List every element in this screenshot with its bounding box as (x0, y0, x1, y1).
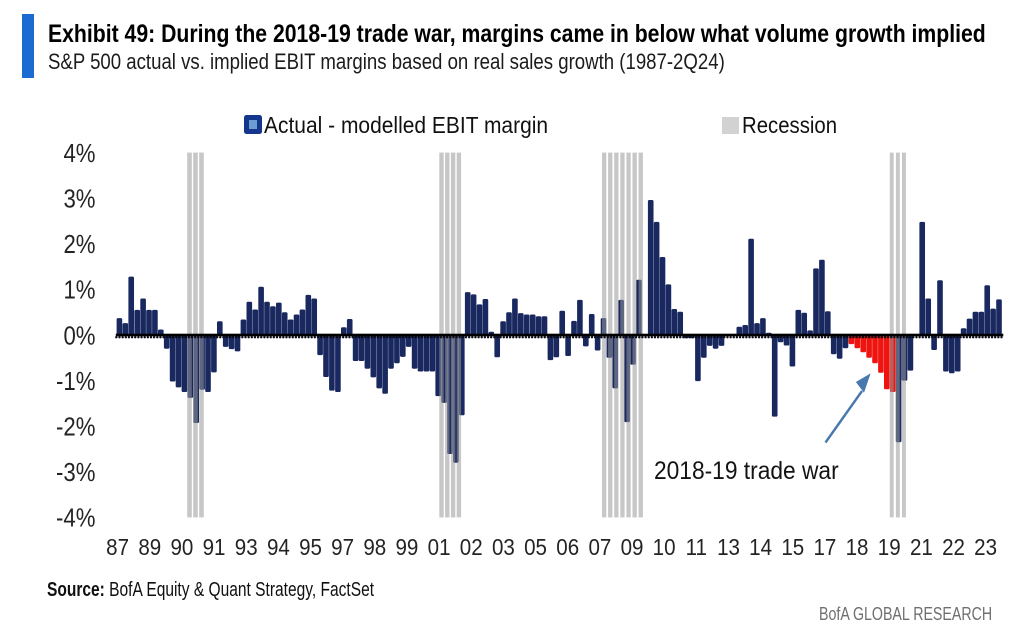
svg-text:17: 17 (813, 534, 836, 561)
svg-text:21: 21 (910, 534, 933, 561)
svg-text:06: 06 (556, 534, 579, 561)
svg-text:93: 93 (235, 534, 258, 561)
svg-text:4%: 4% (63, 139, 95, 168)
svg-text:97: 97 (331, 534, 354, 561)
svg-text:-1%: -1% (56, 367, 95, 396)
svg-text:-3%: -3% (56, 459, 95, 488)
svg-text:09: 09 (621, 534, 644, 561)
svg-text:14: 14 (749, 534, 772, 561)
svg-text:10: 10 (653, 534, 676, 561)
svg-text:-4%: -4% (56, 504, 95, 533)
svg-text:23: 23 (974, 534, 997, 561)
svg-text:11: 11 (686, 534, 707, 561)
svg-text:15: 15 (781, 534, 804, 561)
svg-text:89: 89 (138, 534, 161, 561)
svg-text:94: 94 (267, 534, 290, 561)
svg-text:02: 02 (460, 534, 483, 561)
svg-text:07: 07 (588, 534, 611, 561)
svg-text:95: 95 (299, 534, 322, 561)
svg-text:13: 13 (717, 534, 740, 561)
svg-text:05: 05 (524, 534, 547, 561)
svg-text:91: 91 (203, 534, 226, 561)
svg-text:2%: 2% (63, 231, 95, 260)
svg-text:18: 18 (846, 534, 869, 561)
svg-text:22: 22 (942, 534, 965, 561)
svg-text:99: 99 (395, 534, 418, 561)
svg-text:-2%: -2% (56, 413, 95, 442)
svg-text:03: 03 (492, 534, 515, 561)
svg-text:3%: 3% (63, 185, 95, 214)
svg-text:87: 87 (106, 534, 129, 561)
svg-text:0%: 0% (63, 322, 95, 351)
svg-text:19: 19 (878, 534, 901, 561)
svg-text:1%: 1% (63, 276, 95, 305)
svg-text:98: 98 (363, 534, 386, 561)
svg-text:90: 90 (170, 534, 193, 561)
svg-text:01: 01 (428, 534, 451, 561)
